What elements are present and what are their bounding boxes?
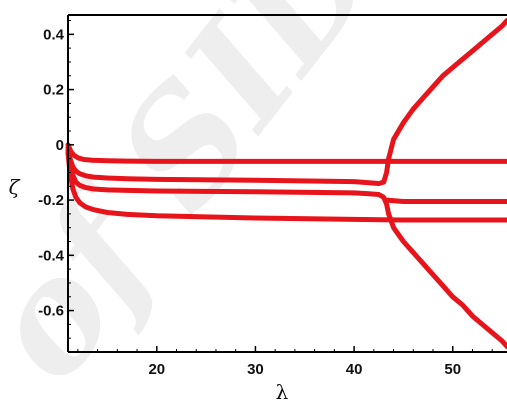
y-tick-label: -0.4 <box>38 247 65 264</box>
ticks: 20 30 40 50 0.4 0.2 0 -0.2 -0.4 -0.6 <box>38 20 493 378</box>
series-line-5 <box>386 211 507 349</box>
axes <box>67 14 507 353</box>
plot-lines <box>65 18 507 349</box>
series-line-6 <box>384 197 507 204</box>
series-line-1 <box>65 142 507 164</box>
y-axis-label: ζ <box>9 175 21 199</box>
series-line-7 <box>65 150 507 223</box>
y-tick-label: 0.4 <box>43 26 65 43</box>
x-tick-label: 30 <box>247 361 264 378</box>
series-line-3 <box>386 18 507 162</box>
x-tick-label: 50 <box>444 361 461 378</box>
series-line-4 <box>65 147 392 217</box>
series-line-2 <box>65 145 392 186</box>
x-tick-label: 40 <box>346 361 363 378</box>
x-tick-label: 20 <box>148 361 165 378</box>
y-tick-label: 0 <box>56 137 64 154</box>
y-tick-label: 0.2 <box>43 82 64 99</box>
y-tick-label: -0.2 <box>38 192 64 209</box>
y-tick-label: -0.6 <box>38 303 64 320</box>
x-axis-label: λ <box>276 380 289 403</box>
